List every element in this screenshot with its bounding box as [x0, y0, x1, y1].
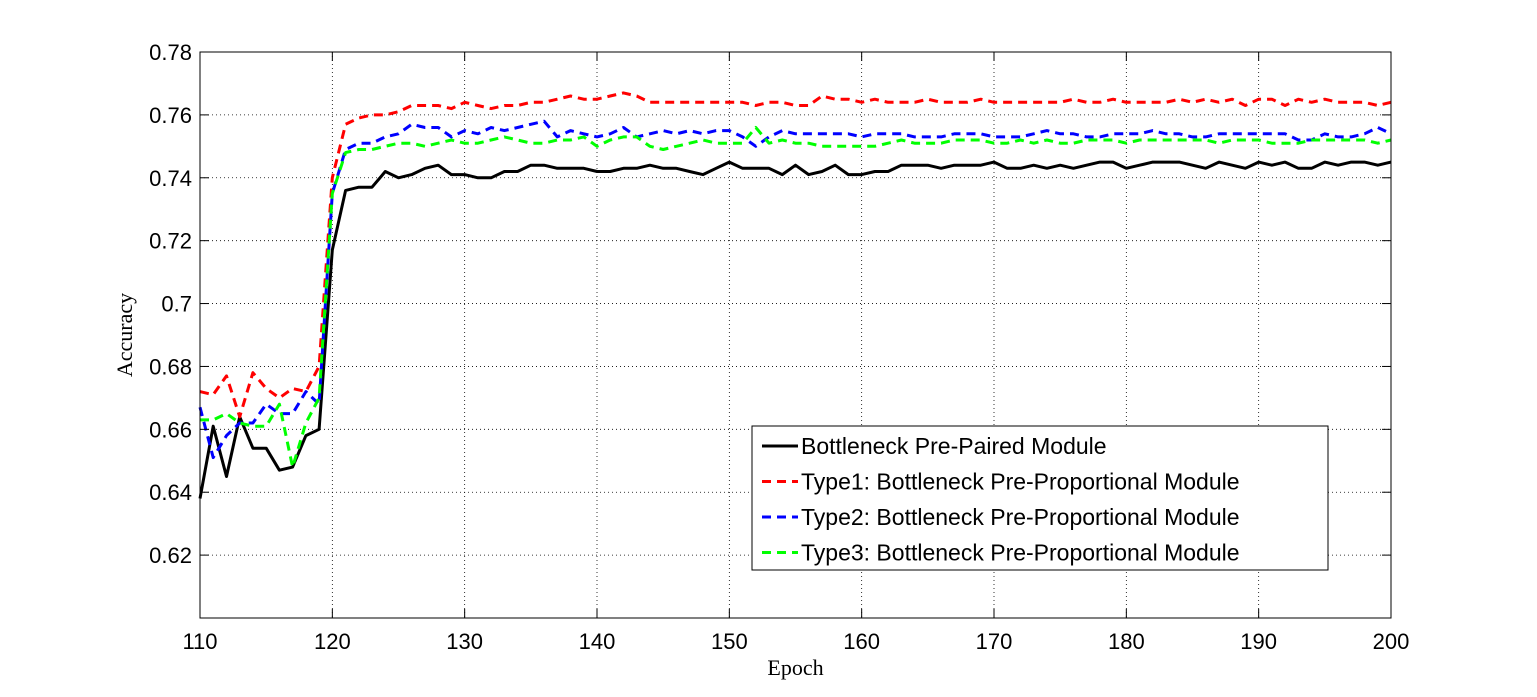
x-tick-label: 170 [976, 629, 1013, 654]
y-tick-label: 0.74 [149, 166, 192, 191]
series-line-3 [198, 119, 1392, 460]
axis-ticks: 110 120 130 140 150 160 170 180 190 200 0.62 0.64 0.… [149, 40, 1409, 654]
x-tick-label: 110 [182, 629, 217, 654]
x-axis-label: Epoch [767, 655, 823, 680]
y-tick-label: 0.7 [161, 292, 192, 317]
x-tick-label: 200 [1373, 629, 1410, 654]
y-axis-label: Accuracy [112, 293, 137, 377]
legend-label-3: Type2: Bottleneck Pre-Proportional Modul… [801, 504, 1240, 530]
y-tick-label: 0.78 [149, 40, 192, 65]
legend: Bottleneck Pre-Paired Module Type1: Bottl… [751, 425, 1329, 571]
x-tick-label: 120 [314, 629, 351, 654]
series-line-4 [200, 126, 1392, 469]
y-tick-label: 0.66 [149, 417, 192, 442]
x-tick-label: 130 [446, 629, 483, 654]
series-lines [198, 91, 1392, 499]
plot-frame [199, 51, 1392, 619]
legend-label-4: Type3: Bottleneck Pre-Proportional Modul… [801, 540, 1240, 566]
x-tick-label: 140 [579, 629, 616, 654]
y-tick-label: 0.62 [149, 543, 192, 568]
x-tick-label: 150 [711, 629, 748, 654]
series-line-1 [198, 160, 1392, 499]
legend-label-2: Type1: Bottleneck Pre-Proportional Modul… [801, 469, 1240, 495]
legend-box [751, 425, 1329, 571]
legend-label-1: Bottleneck Pre-Paired Module [801, 433, 1107, 459]
y-tick-label: 0.72 [149, 229, 192, 254]
x-tick-label: 160 [843, 629, 880, 654]
y-tick-label: 0.76 [149, 103, 192, 128]
y-tick-label: 0.64 [149, 480, 192, 505]
y-tick-label: 0.68 [149, 354, 192, 379]
x-tick-label: 190 [1240, 629, 1277, 654]
x-tick-label: 180 [1108, 629, 1145, 654]
